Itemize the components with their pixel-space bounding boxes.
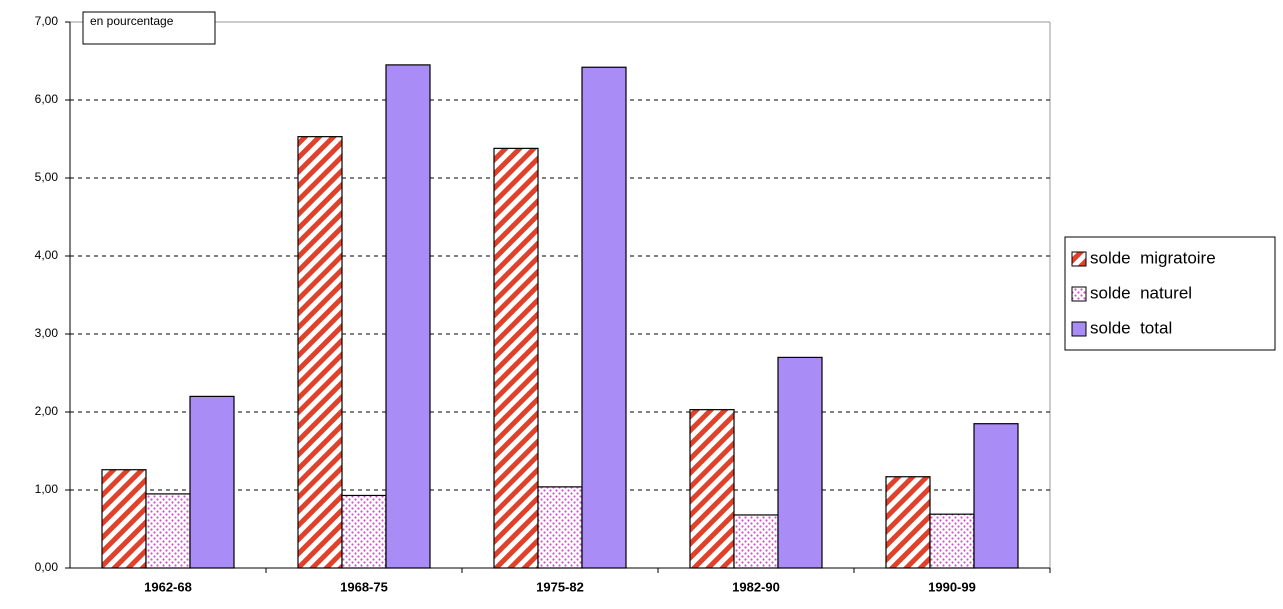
y-tick-label: 4,00 [35,248,59,262]
bar [341,494,387,569]
bar [189,395,235,569]
y-tick-label: 7,00 [35,14,59,28]
x-tick-label: 1962-68 [144,579,192,594]
bar [537,486,583,569]
annotation: en pourcentage [90,14,174,28]
x-tick-label: 1968-75 [340,579,388,594]
bar [385,64,431,569]
bar [929,513,975,569]
x-tick-label: 1990-99 [928,579,976,594]
legend-label: solde naturel [1090,283,1192,302]
legend-swatch [1071,286,1087,302]
x-tick-label: 1982-90 [732,579,780,594]
legend-swatch [1071,321,1087,337]
bar [493,147,539,569]
y-tick-label: 0,00 [35,560,59,574]
bar [581,66,627,569]
bar [885,476,931,569]
legend-swatch [1071,251,1087,267]
y-tick-label: 1,00 [35,482,59,496]
legend-label: solde total [1090,318,1172,337]
bar [777,356,823,569]
bar [101,469,147,569]
x-tick-label: 1975-82 [536,579,584,594]
y-tick-label: 5,00 [35,170,59,184]
y-tick-label: 3,00 [35,326,59,340]
bar [689,409,735,569]
bar [733,514,779,569]
legend-label: solde migratoire [1090,248,1216,267]
legend [1064,236,1276,351]
y-tick-label: 6,00 [35,92,59,106]
bar [145,493,191,569]
bar [973,423,1019,569]
annotation-box [82,11,216,45]
bar [297,136,343,569]
y-tick-label: 2,00 [35,404,59,418]
